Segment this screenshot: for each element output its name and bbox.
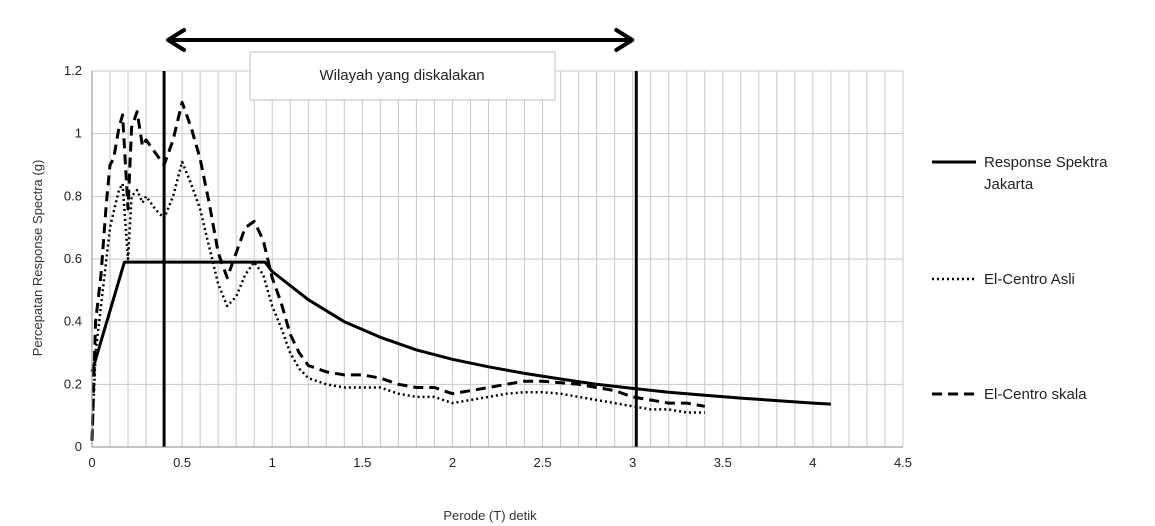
y-tick-label: 1	[75, 126, 82, 141]
x-tick-label: 3	[629, 455, 636, 470]
x-tick-label: 1.5	[353, 455, 371, 470]
x-tick-label: 4	[809, 455, 816, 470]
tick-labels: 0 0.5 1 1.5 2 2.5 3 3.5 4 4.5 0 0.2 0.4 0.6 0.8 1 1.2	[64, 63, 912, 470]
x-tick-label: 4.5	[894, 455, 912, 470]
region-boundary-lines	[162, 71, 638, 447]
legend-label-3: El-Centro skala	[984, 386, 1087, 403]
series-line-2	[90, 160, 705, 441]
x-axis-title: Perode (T) detik	[443, 508, 537, 523]
scaled-region-annotation: Wilayah yang diskalakan	[166, 28, 635, 101]
series-lines	[90, 100, 831, 441]
x-tick-label: 2.5	[534, 455, 552, 470]
grid	[91, 70, 904, 448]
y-tick-label: 0.8	[64, 188, 82, 203]
legend-label-2: El-Centro Asli	[984, 271, 1075, 288]
x-tick-label: 0	[88, 455, 95, 470]
x-tick-label: 3.5	[714, 455, 732, 470]
y-tick-label: 0.6	[64, 251, 82, 266]
arrow-head-right	[614, 28, 635, 52]
y-tick-label: 0	[75, 439, 82, 454]
axes	[91, 71, 903, 448]
y-tick-label: 0.4	[64, 314, 82, 329]
legend: Response Spektra Jakarta El-Centro Asli El-…	[932, 154, 1108, 403]
x-tick-label: 1	[269, 455, 276, 470]
y-tick-label: 1.2	[64, 63, 82, 78]
y-axis-title: Percepatan Response Spectra (g)	[30, 160, 45, 357]
y-tick-label: 0.2	[64, 376, 82, 391]
x-tick-label: 0.5	[173, 455, 191, 470]
legend-label-1: Response Spektra Jakarta	[984, 154, 1108, 193]
legend-label-1-line1: Response Spektra	[984, 154, 1108, 171]
series-line-3	[90, 100, 706, 441]
arrow-head-left	[166, 28, 187, 52]
annotation-text: Wilayah yang diskalakan	[319, 67, 484, 84]
series-line-1	[90, 260, 831, 406]
annotation-box	[249, 51, 556, 101]
x-tick-label: 2	[449, 455, 456, 470]
legend-label-1-line2: Jakarta	[984, 176, 1034, 193]
